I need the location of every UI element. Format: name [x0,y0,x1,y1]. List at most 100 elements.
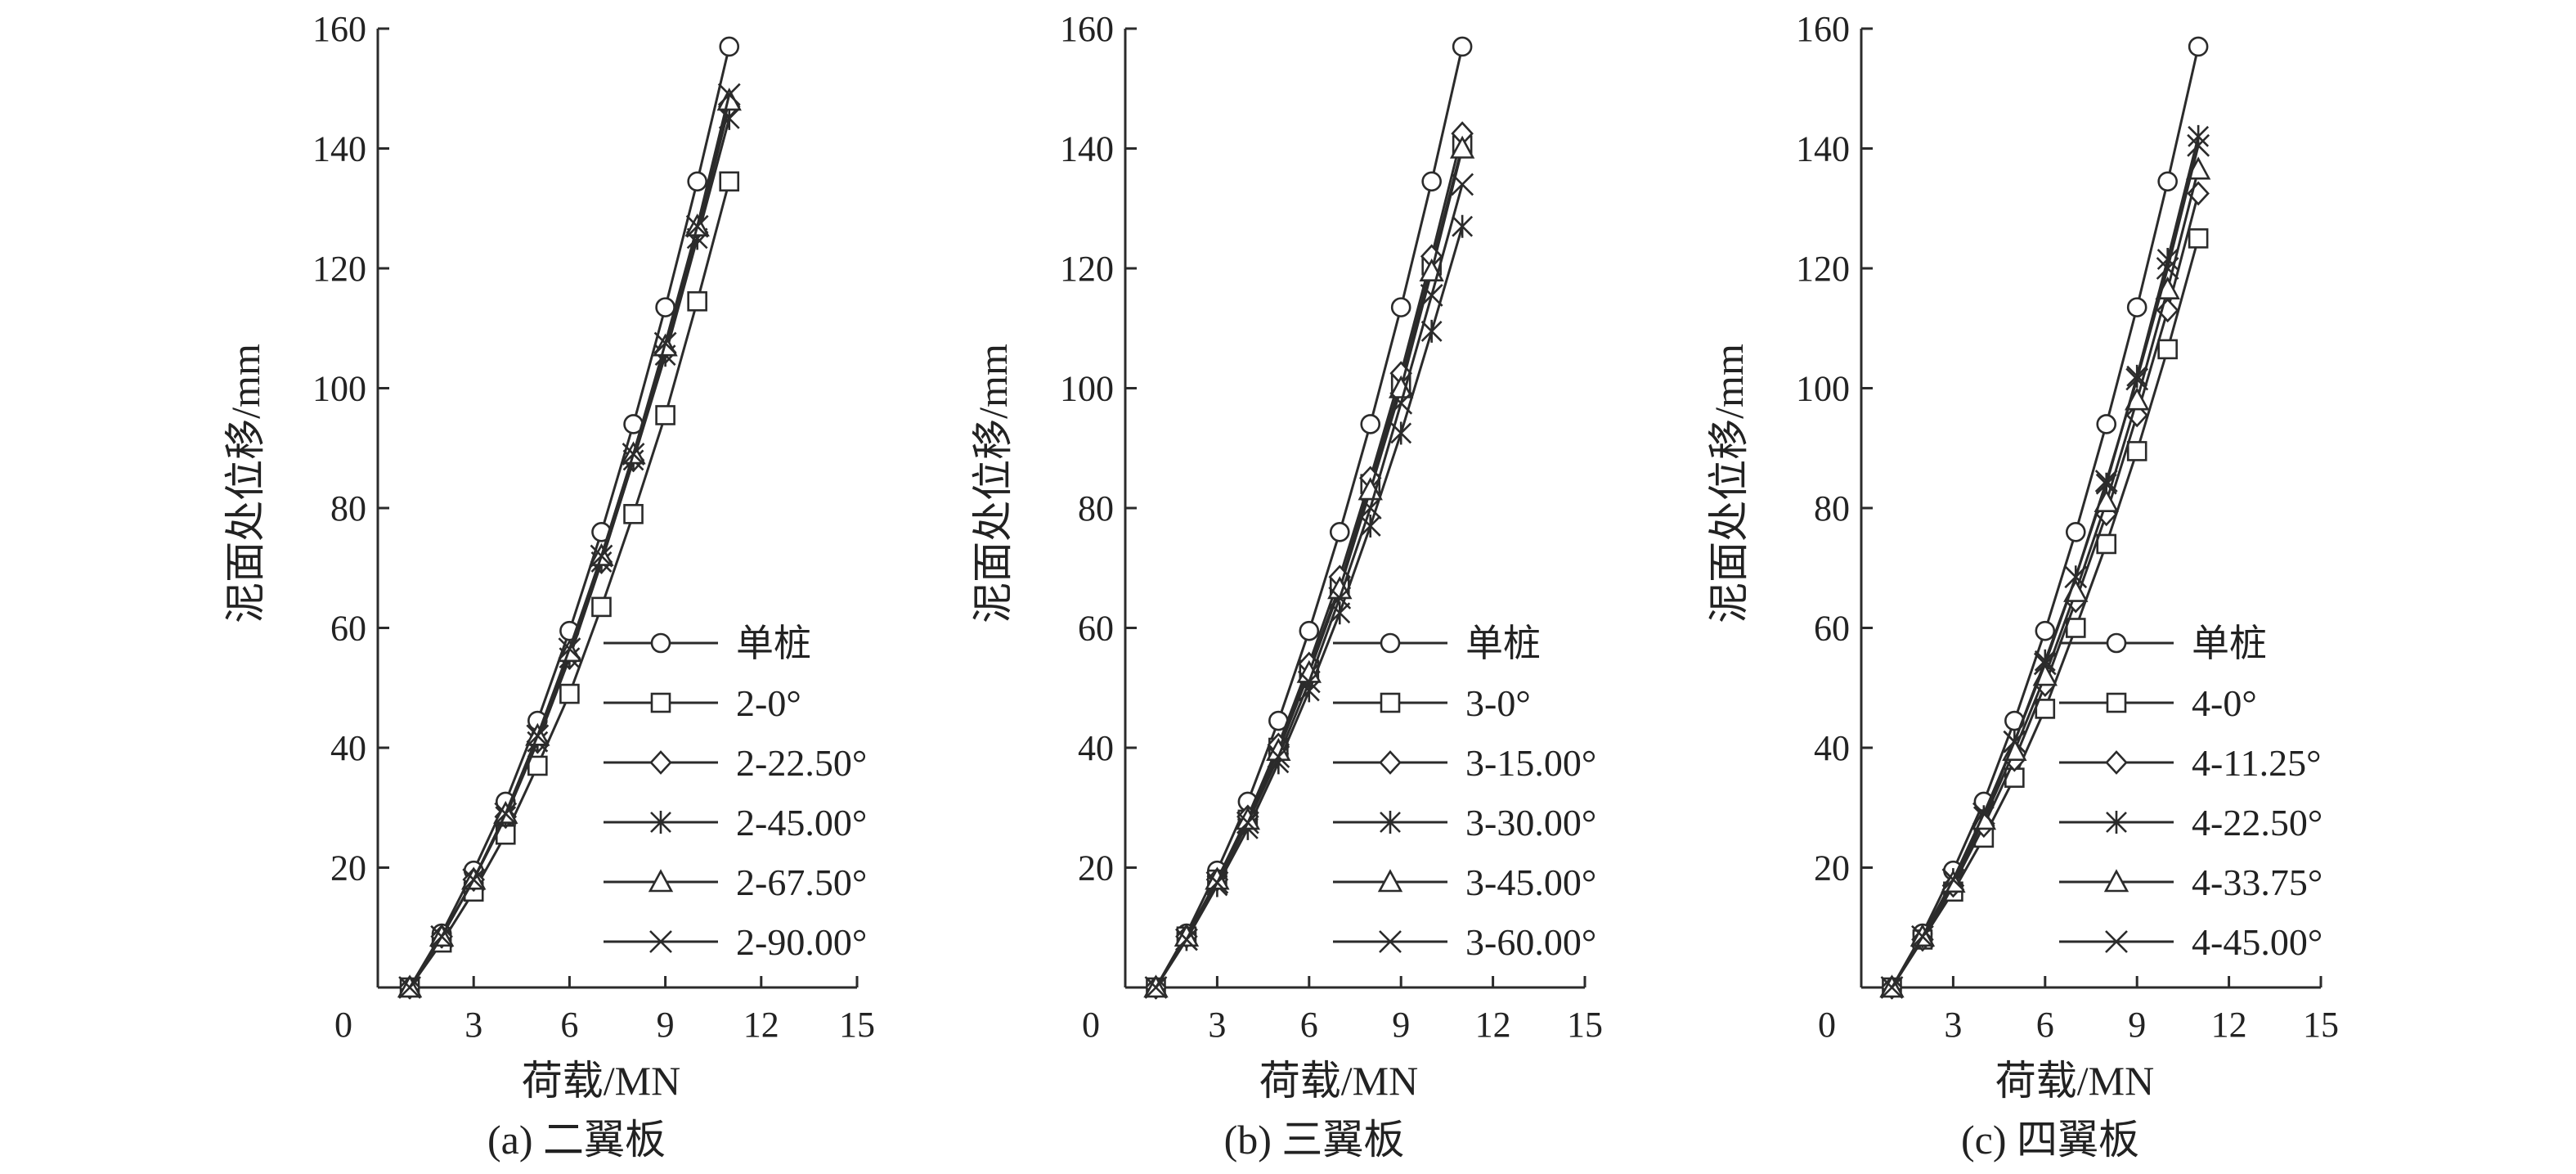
data-point [687,290,707,312]
x-tick-label: 15 [839,1005,875,1045]
legend-marker [2106,692,2127,713]
panel-caption: (a) 二翼板 [487,1117,666,1163]
x-tick-label: 3 [1944,1005,1962,1045]
legend-label: 2-45.00° [736,802,867,843]
y-tick-label: 60 [330,609,366,649]
legend: 单桩 4-0° 4-11.25° 4-22.50° 4-33.75° 4-45.00° [2059,623,2322,963]
series-3 [1880,181,2210,1000]
legend: 单桩 2-0° 2-22.50° 2-45.00° 2-67.50° 2-90.00° [604,623,867,963]
data-point [1297,670,1321,694]
legend-label: 2-22.50° [736,742,867,784]
legend-entry: 2-67.50° [604,861,867,903]
x-tick-label: 12 [743,1005,779,1045]
y-tick-label: 140 [1796,129,1850,169]
series-1 [1146,36,1473,998]
data-point [2156,257,2179,280]
data-point [717,83,741,106]
legend-entry: 4-11.25° [2059,742,2322,784]
series-1 [1882,36,2209,998]
legend-entry: 3-0° [1333,682,1531,724]
data-point [1144,976,1168,999]
series-line [1891,145,2200,988]
data-point [2033,652,2057,676]
y-tick-label: 20 [1814,848,1850,888]
legend-label: 4-45.00° [2192,921,2322,963]
legend-marker [2105,750,2128,775]
data-point [1420,319,1443,343]
data-point [1329,521,1350,542]
legend-marker [2103,869,2129,893]
series-line [1891,46,2200,988]
legend-marker [1380,632,1401,654]
legend-label: 3-30.00° [1465,802,1596,843]
data-point [1972,802,1995,825]
legend-marker [2106,632,2127,654]
legend-entry: 3-15.00° [1333,742,1596,784]
x-tick-label: 9 [1392,1005,1410,1045]
data-point [2035,620,2056,641]
y-tick-label: 160 [1796,9,1850,49]
data-point [2157,171,2178,192]
panel-caption: (b) 三翼板 [1224,1117,1405,1163]
series-line [408,181,731,988]
legend-marker [649,750,672,775]
data-point [1175,928,1198,951]
legend-marker [648,869,674,893]
y-axis-label: 泥面处位移/mm [970,344,1016,623]
legend-label: 3-45.00° [1465,861,1596,903]
legend-label: 4-33.75° [2192,861,2322,903]
legend-label: 3-60.00° [1465,921,1596,963]
series-line [1891,237,2200,988]
legend-label: 2-0° [736,682,801,724]
data-point [1421,171,1442,192]
legend-entry: 单桩 [1333,623,1541,664]
data-point [1911,924,1934,948]
legend-marker [1377,869,1403,893]
series-6 [1144,173,1474,999]
data-point [2064,565,2088,589]
legend-label: 单桩 [2192,623,2267,664]
data-point [2096,414,2117,434]
x-tick-label: 12 [1475,1005,1511,1045]
legend-label: 4-0° [2192,682,2257,724]
x-tick-label: 15 [2303,1005,2339,1045]
series-line [408,106,731,988]
x-axis-label: 荷载/MN [522,1058,680,1104]
data-point [1359,514,1381,538]
series-line [1155,145,1464,988]
legend-label: 3-15.00° [1465,742,1596,784]
y-axis-label: 泥面处位移/mm [222,344,268,623]
legend-entry: 3-45.00° [1333,861,1596,903]
data-point [2126,297,2147,317]
series-5 [397,88,742,998]
legend-entry: 2-22.50° [604,742,867,784]
data-point [591,596,612,618]
panel-caption: (c) 四翼板 [1961,1117,2139,1163]
chart-panel-2: 0 3 6 9 12 15 20 40 60 80 100 120 140 160 荷载/MN 泥面处位移/m… [970,9,1603,1163]
data-point [2157,339,2178,360]
data-point [2126,441,2147,461]
data-point [655,405,675,425]
legend-label: 2-90.00° [736,921,867,963]
legend-entry: 2-45.00° [604,802,867,843]
chart-panel-3: 0 3 6 9 12 15 20 40 60 80 100 120 140 160 荷载/MN 泥面处位移/m… [1706,9,2339,1163]
x-tick-label: 0 [334,1005,352,1045]
legend-entry: 3-60.00° [1333,921,1596,963]
x-tick-label: 6 [560,1005,578,1045]
y-tick-label: 160 [312,9,366,49]
legend-label: 2-67.50° [736,861,867,903]
data-point [1420,284,1443,307]
x-tick-label: 15 [1567,1005,1603,1045]
x-tick-label: 0 [1082,1005,1100,1045]
y-tick-label: 140 [1060,129,1114,169]
data-point [2125,367,2149,391]
legend-entry: 4-22.50° [2059,802,2322,843]
legend-label: 3-0° [1465,682,1531,724]
data-point [1452,36,1473,57]
data-point [2003,730,2026,753]
series-6 [1880,133,2210,999]
data-point [462,868,486,892]
x-tick-label: 6 [2036,1005,2054,1045]
legend-marker [1379,750,1402,775]
